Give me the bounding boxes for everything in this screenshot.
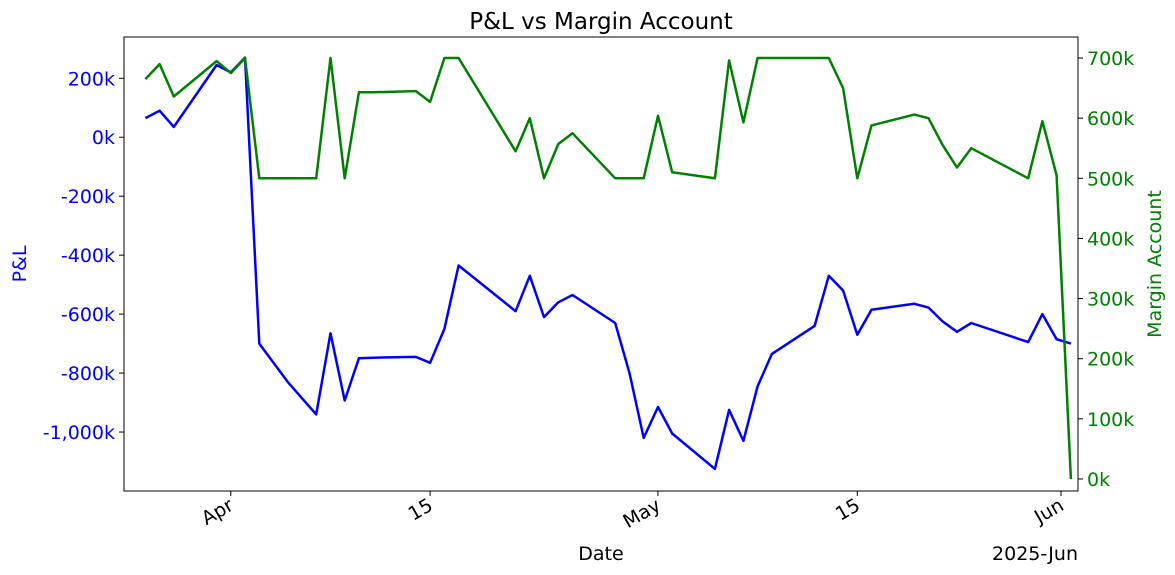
y-axis-right-label: Margin Account [1144,190,1166,338]
x-tick-label: Jun [1030,494,1068,528]
y-right-tick-label: 600k [1087,108,1134,130]
y-left-tick-label: -600k [61,304,115,326]
y-right-tick-label: 500k [1087,168,1134,190]
series-layer [144,56,1073,480]
y-left-tick-label: -200k [61,186,115,208]
y-left-tick-label: -1,000k [43,422,115,444]
y-left-tick-label: -800k [61,363,115,385]
y-left-tick-label: 200k [68,68,115,90]
y-right-tick-label: 200k [1087,349,1134,371]
y-left-tick-label: -400k [61,245,115,267]
x-axis-offset-label: 2025-Jun [992,543,1078,565]
y-right-tick-label: 0k [1087,469,1110,491]
y-axis-right: 700k 600k 500k 400k 300k 200k 100k 0k [1078,48,1134,491]
y-axis-left-label: P&L [9,245,31,282]
x-axis: Apr 15 May 15 Jun [198,491,1068,533]
x-axis-label: Date [578,543,623,565]
y-right-tick-label: 100k [1087,409,1134,431]
plot-frame [123,36,1079,492]
series-line-pnl [144,56,1072,471]
x-tick-label: 15 [832,494,864,525]
y-left-tick-label: 0k [92,127,115,149]
y-right-tick-label: 300k [1087,289,1134,311]
x-tick-label: May [619,494,664,533]
chart-title: P&L vs Margin Account [469,9,733,35]
y-axis-left: 200k 0k -200k -400k -600k -800k -1,000k [43,68,124,444]
y-right-tick-label: 400k [1087,228,1134,250]
x-tick-label: 15 [405,494,437,525]
y-right-tick-label: 700k [1087,48,1134,70]
series-line-margin-account [144,56,1073,480]
x-tick-label: Apr [198,494,238,530]
